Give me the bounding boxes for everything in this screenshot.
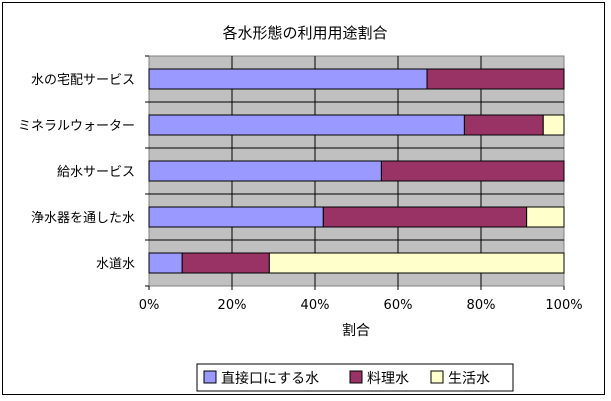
x-tick-label: 100% xyxy=(545,298,582,313)
legend-entry: 料理水 xyxy=(367,371,409,387)
chart-title: 各水形態の利用用途割合 xyxy=(222,24,387,42)
bar-segment xyxy=(268,252,565,274)
legend-entry: 生活水 xyxy=(448,371,490,387)
x-tick-label: 0% xyxy=(139,298,160,313)
x-tick-label: 20% xyxy=(218,298,247,313)
bar-segment xyxy=(181,252,270,274)
category-label: ミネラルウォーター xyxy=(18,119,135,134)
bar-segment xyxy=(148,206,324,228)
category-label: 浄水器を通した水 xyxy=(31,211,135,226)
x-tick-label: 40% xyxy=(301,298,330,313)
bar-segment xyxy=(542,114,565,136)
category-label: 水道水 xyxy=(96,257,135,272)
x-tick-labels: 0% 20% 40% 60% 80% 100% xyxy=(139,298,583,313)
x-tick-label: 60% xyxy=(384,298,413,313)
bars xyxy=(148,68,565,274)
bar-segment xyxy=(322,206,528,228)
legend: 直接口にする水 料理水 生活水 xyxy=(203,370,490,387)
legend-swatch xyxy=(349,370,363,384)
bar-segment xyxy=(148,252,183,274)
category-label: 水の宅配サービス xyxy=(31,73,135,88)
x-tick-label: 80% xyxy=(467,298,496,313)
bar-segment xyxy=(380,160,565,182)
bar-segment xyxy=(463,114,544,136)
bar-segment xyxy=(426,68,565,90)
category-label: 給水サービス xyxy=(57,165,135,180)
bar-segment xyxy=(148,160,382,182)
bar-segment xyxy=(526,206,565,228)
legend-swatch xyxy=(430,370,444,384)
legend-swatch xyxy=(203,370,217,384)
bar-segment xyxy=(148,114,465,136)
x-axis-label: 割合 xyxy=(342,322,370,339)
bar-segment xyxy=(148,68,428,90)
legend-entry: 直接口にする水 xyxy=(221,370,319,387)
